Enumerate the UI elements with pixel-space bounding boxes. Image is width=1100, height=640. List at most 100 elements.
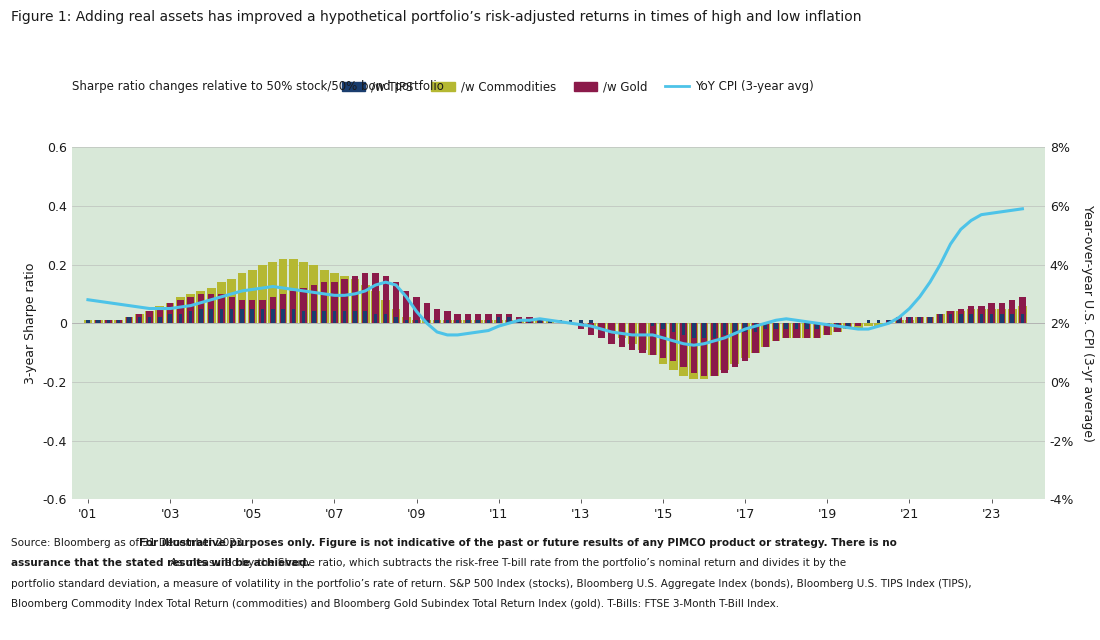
Bar [754, 323, 757, 332]
Bar [341, 279, 348, 323]
Bar [804, 323, 810, 338]
Bar [104, 320, 113, 323]
Text: Sharpe ratio changes relative to 50% stock/50% bond portfolio: Sharpe ratio changes relative to 50% sto… [72, 80, 443, 93]
Bar [702, 323, 706, 338]
Bar [444, 312, 451, 323]
Bar [199, 308, 202, 323]
Bar [485, 314, 492, 323]
Bar [454, 314, 461, 323]
Bar [617, 323, 626, 338]
Bar [446, 320, 449, 323]
Bar [1000, 314, 1003, 323]
Bar [771, 323, 780, 340]
Bar [874, 323, 883, 326]
Bar [147, 317, 152, 323]
Bar [1009, 300, 1015, 323]
Bar [999, 303, 1005, 323]
Bar [763, 323, 768, 329]
Bar [546, 320, 554, 323]
Bar [352, 276, 359, 323]
Bar [106, 320, 112, 323]
Bar [814, 323, 821, 338]
Bar [176, 297, 185, 323]
Bar [867, 320, 870, 323]
Bar [730, 323, 739, 364]
Bar [310, 285, 317, 323]
Bar [928, 317, 932, 323]
Bar [248, 270, 256, 323]
Bar [422, 320, 431, 323]
Line: YoY CPI (3-year avg): YoY CPI (3-year avg) [88, 209, 1022, 345]
Bar [455, 320, 460, 323]
YoY CPI (3-year avg) [81, 296, 95, 303]
Bar [938, 314, 942, 323]
Bar [158, 317, 162, 323]
Bar [220, 308, 223, 323]
Bar [526, 317, 532, 323]
Bar [260, 300, 266, 323]
Bar [805, 323, 808, 329]
Bar [136, 314, 143, 323]
Bar [537, 320, 543, 323]
Bar [353, 312, 356, 323]
Bar [792, 323, 801, 338]
Bar [230, 308, 233, 323]
Bar [412, 320, 421, 323]
Bar [918, 317, 922, 323]
Bar [692, 323, 695, 338]
Bar [525, 320, 533, 323]
Bar [476, 320, 480, 323]
Bar [587, 323, 594, 335]
Bar [436, 320, 439, 323]
Text: portfolio standard deviation, a measure of volatility in the portfolio’s rate of: portfolio standard deviation, a measure … [11, 579, 971, 589]
Bar [925, 317, 934, 323]
Bar [762, 323, 769, 347]
Bar [597, 323, 606, 329]
Bar [569, 320, 572, 323]
Bar [638, 323, 647, 349]
Bar [208, 294, 214, 323]
Bar [671, 323, 675, 332]
Bar [660, 323, 667, 358]
Bar [278, 259, 287, 323]
Bar [894, 320, 903, 323]
Bar [648, 323, 657, 355]
Bar [168, 314, 172, 323]
Bar [340, 276, 349, 323]
YoY CPI (3-year avg) [821, 321, 834, 328]
Bar [607, 323, 616, 332]
Bar [628, 323, 637, 344]
Bar [331, 282, 338, 323]
Bar [414, 297, 420, 323]
YoY CPI (3-year avg) [872, 323, 886, 330]
Bar [116, 320, 122, 323]
Bar [299, 262, 308, 323]
Bar [156, 308, 163, 323]
Bar [691, 323, 697, 373]
Bar [722, 323, 728, 373]
Bar [826, 323, 829, 326]
Bar [484, 320, 493, 323]
Bar [372, 273, 378, 323]
Bar [958, 308, 964, 323]
Bar [424, 303, 430, 323]
Bar [300, 288, 307, 323]
Bar [784, 323, 788, 329]
Bar [679, 323, 688, 376]
Bar [415, 320, 418, 323]
Bar [268, 262, 277, 323]
Bar [187, 297, 194, 323]
Bar [351, 279, 360, 323]
Bar [84, 320, 92, 323]
Bar [846, 323, 849, 326]
Bar [752, 323, 759, 353]
Bar [956, 312, 965, 323]
Bar [282, 308, 285, 323]
Bar [383, 276, 389, 323]
Bar [969, 314, 972, 323]
Bar [888, 320, 891, 323]
Bar [586, 323, 595, 326]
Bar [949, 314, 953, 323]
Bar [343, 312, 346, 323]
Bar [608, 323, 615, 344]
